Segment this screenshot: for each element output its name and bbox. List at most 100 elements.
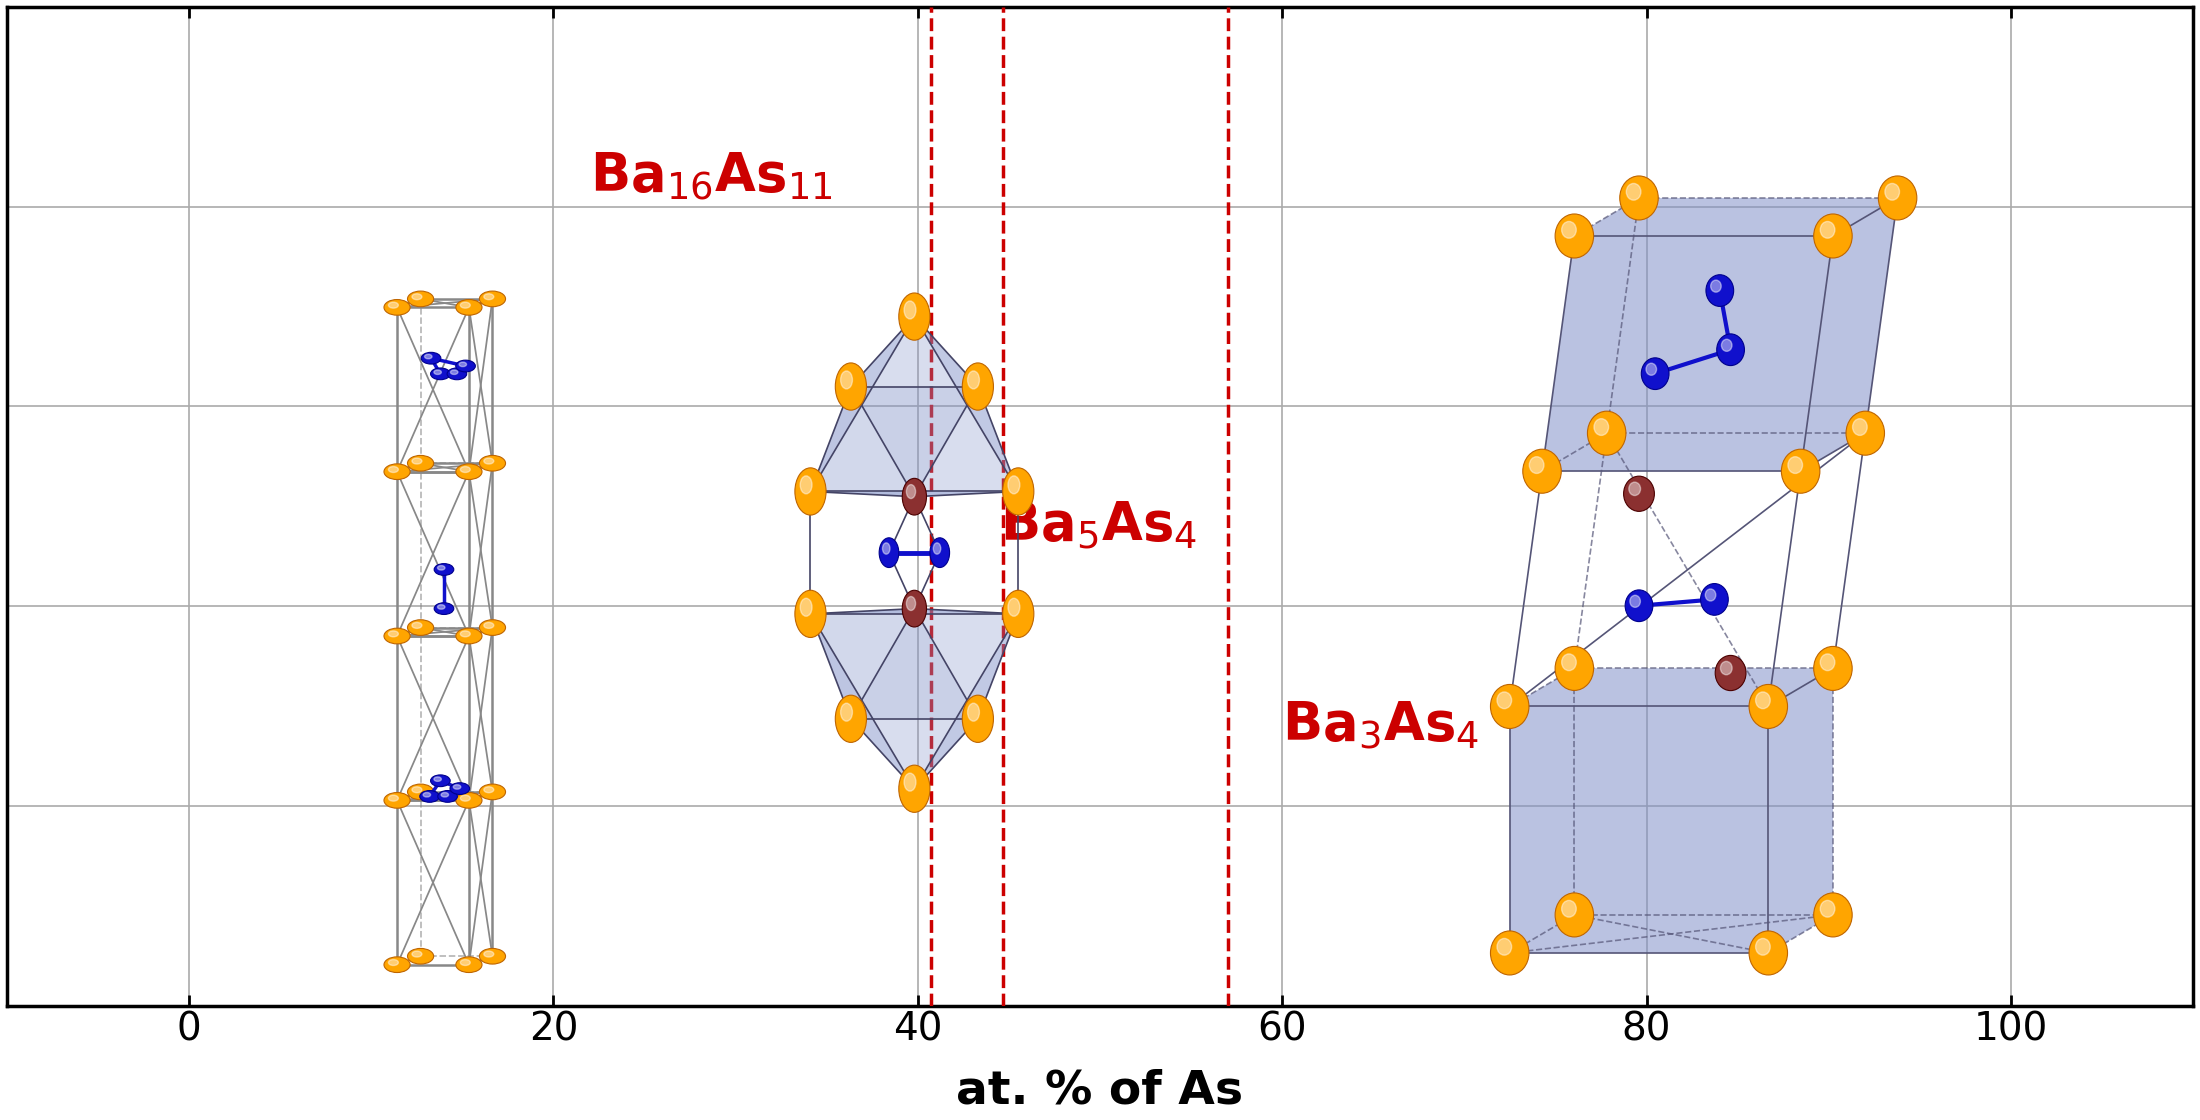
- Circle shape: [900, 765, 931, 812]
- Circle shape: [422, 793, 431, 797]
- Text: Ba$_{16}$As$_{11}$: Ba$_{16}$As$_{11}$: [590, 151, 834, 203]
- Circle shape: [1749, 931, 1789, 976]
- Circle shape: [1819, 900, 1835, 917]
- Circle shape: [1749, 684, 1789, 728]
- Circle shape: [484, 786, 493, 793]
- Circle shape: [1555, 214, 1593, 258]
- Circle shape: [904, 773, 915, 791]
- Polygon shape: [810, 317, 915, 492]
- Circle shape: [484, 951, 493, 956]
- Circle shape: [460, 467, 471, 473]
- Polygon shape: [1542, 198, 1639, 472]
- Text: Ba$_{5}$As$_{4}$: Ba$_{5}$As$_{4}$: [999, 501, 1197, 552]
- Circle shape: [840, 703, 851, 721]
- Polygon shape: [915, 614, 1019, 788]
- Circle shape: [1496, 939, 1511, 955]
- Circle shape: [1626, 590, 1652, 622]
- Circle shape: [1705, 274, 1734, 307]
- Circle shape: [455, 628, 482, 644]
- Circle shape: [1813, 214, 1852, 258]
- Circle shape: [407, 949, 433, 964]
- Polygon shape: [1509, 669, 1575, 953]
- Circle shape: [1705, 589, 1716, 601]
- Circle shape: [880, 538, 900, 568]
- Circle shape: [1879, 176, 1916, 220]
- Polygon shape: [810, 492, 1019, 496]
- Circle shape: [420, 791, 440, 802]
- Circle shape: [1626, 184, 1641, 200]
- Circle shape: [420, 353, 440, 364]
- Polygon shape: [1509, 669, 1833, 707]
- Polygon shape: [810, 614, 915, 788]
- Circle shape: [411, 458, 422, 464]
- Circle shape: [840, 371, 851, 389]
- Circle shape: [385, 464, 409, 479]
- Polygon shape: [1542, 433, 1866, 472]
- Circle shape: [1008, 598, 1021, 616]
- Circle shape: [906, 597, 915, 610]
- Circle shape: [407, 291, 433, 307]
- Circle shape: [906, 485, 915, 498]
- Circle shape: [411, 623, 422, 628]
- Polygon shape: [1606, 198, 1899, 433]
- Circle shape: [1522, 449, 1562, 493]
- Circle shape: [882, 543, 891, 554]
- Circle shape: [1756, 939, 1771, 955]
- Polygon shape: [1800, 198, 1899, 472]
- Polygon shape: [851, 719, 977, 788]
- Circle shape: [904, 301, 915, 319]
- Polygon shape: [851, 386, 977, 496]
- Circle shape: [455, 361, 475, 372]
- Circle shape: [1885, 184, 1899, 200]
- Polygon shape: [810, 386, 915, 496]
- Polygon shape: [851, 317, 977, 386]
- Circle shape: [1846, 411, 1885, 455]
- Circle shape: [1813, 893, 1852, 937]
- Circle shape: [1630, 596, 1641, 607]
- Circle shape: [385, 956, 409, 972]
- Circle shape: [961, 363, 994, 410]
- Circle shape: [433, 777, 442, 782]
- Circle shape: [460, 302, 471, 308]
- Polygon shape: [851, 608, 977, 719]
- Circle shape: [480, 784, 506, 800]
- Circle shape: [442, 793, 449, 797]
- Circle shape: [484, 293, 493, 300]
- Circle shape: [1789, 457, 1802, 474]
- Circle shape: [1529, 457, 1544, 474]
- Circle shape: [794, 468, 825, 515]
- Circle shape: [451, 370, 458, 374]
- Circle shape: [1562, 222, 1575, 239]
- Circle shape: [931, 538, 950, 568]
- Circle shape: [411, 293, 422, 300]
- Polygon shape: [810, 608, 915, 719]
- Circle shape: [1489, 931, 1529, 976]
- Circle shape: [1716, 655, 1747, 691]
- Circle shape: [1595, 419, 1608, 436]
- Circle shape: [411, 786, 422, 793]
- Circle shape: [801, 476, 812, 494]
- Circle shape: [794, 590, 825, 637]
- Circle shape: [407, 619, 433, 635]
- Circle shape: [902, 478, 926, 515]
- Circle shape: [1496, 692, 1511, 709]
- Polygon shape: [1769, 669, 1833, 953]
- Circle shape: [455, 956, 482, 972]
- Circle shape: [1555, 893, 1593, 937]
- Circle shape: [1852, 419, 1868, 436]
- Circle shape: [1619, 176, 1659, 220]
- Circle shape: [433, 603, 453, 615]
- Circle shape: [1819, 654, 1835, 671]
- Circle shape: [451, 783, 469, 794]
- Circle shape: [902, 590, 926, 627]
- Circle shape: [385, 299, 409, 315]
- Circle shape: [1720, 339, 1731, 352]
- Polygon shape: [915, 317, 1019, 492]
- Circle shape: [1562, 654, 1575, 671]
- Circle shape: [460, 960, 471, 965]
- Polygon shape: [1542, 236, 1833, 472]
- Circle shape: [1782, 449, 1819, 493]
- Circle shape: [1555, 646, 1593, 690]
- Circle shape: [411, 951, 422, 956]
- Circle shape: [1712, 280, 1720, 292]
